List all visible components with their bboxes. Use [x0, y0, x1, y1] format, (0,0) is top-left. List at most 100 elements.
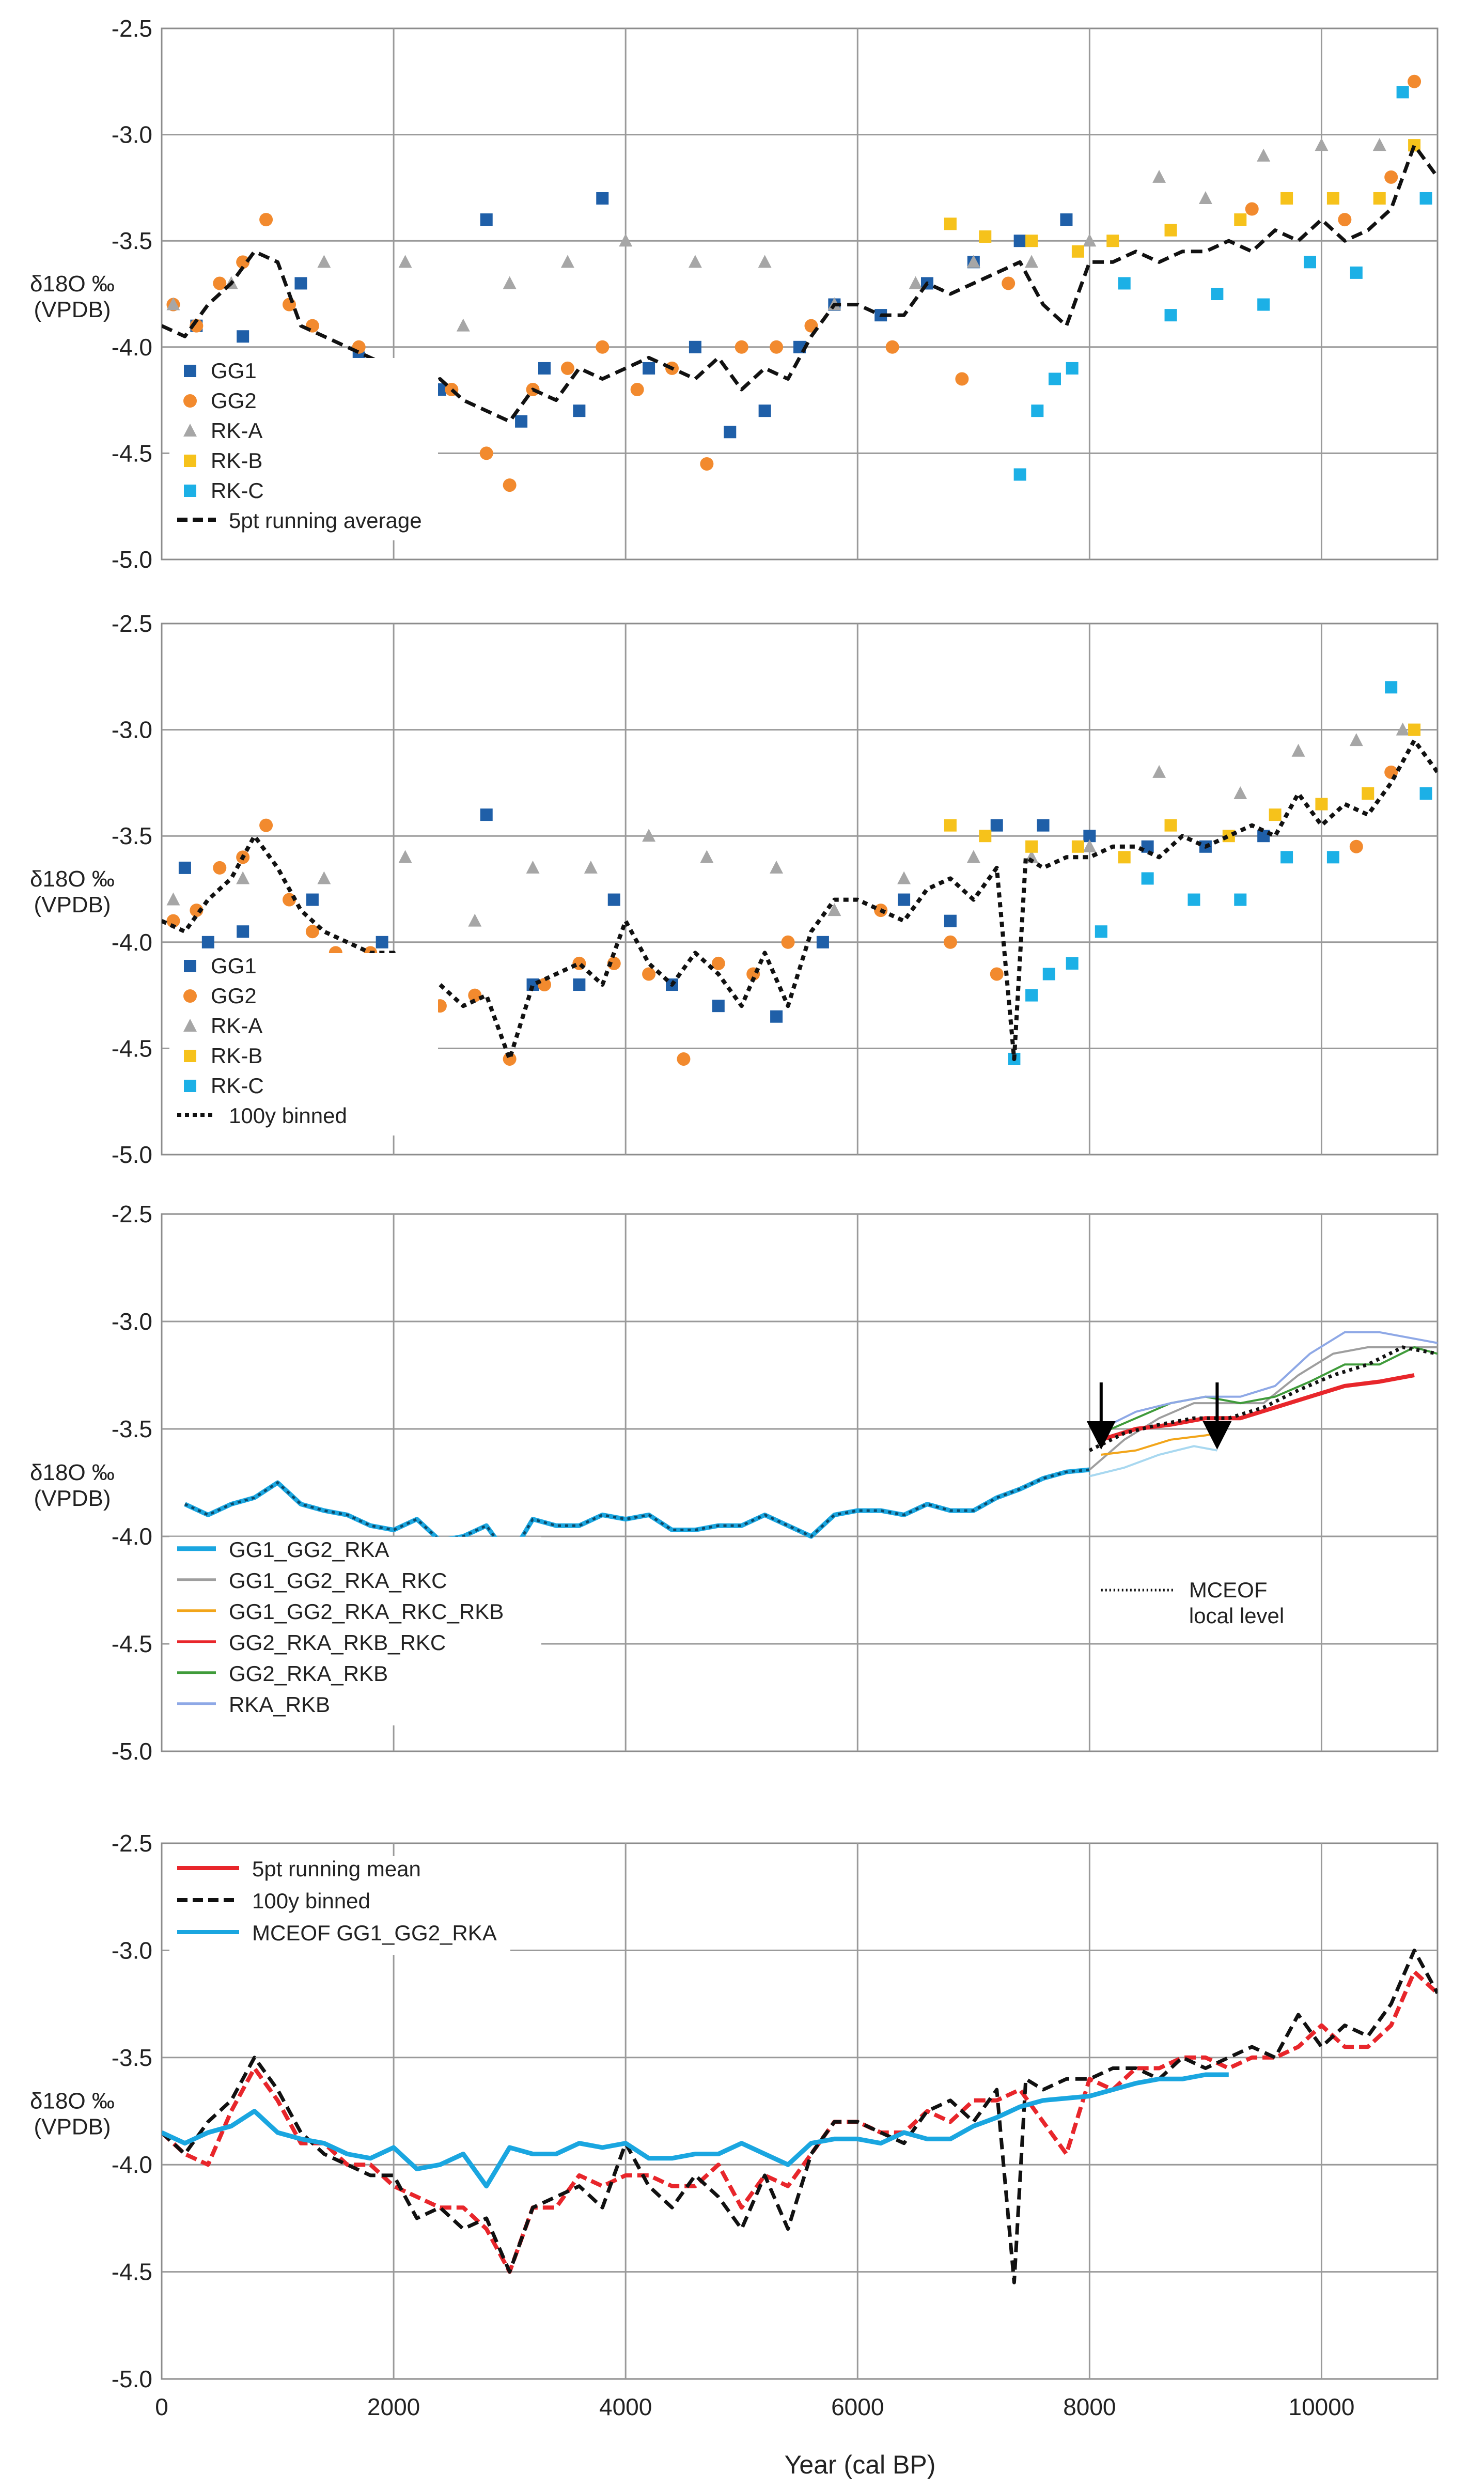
panel-2-gg1-point-16 — [990, 819, 1003, 832]
panel-4: -5.0 -4.5 -4.0 -3.5 -3.0 -2.5 0 2000 4000 6000 800… — [30, 1830, 1439, 2420]
panel-2-ytick-5: -2.5 — [112, 610, 152, 637]
panel-2-gg1-point-0 — [178, 861, 191, 874]
panel-2-legend-gg1-label: GG1 — [211, 954, 257, 978]
panel-3-plot-area — [184, 1331, 1438, 1561]
panel-2-legend-gg1-swatch-point-0 — [184, 960, 196, 972]
panel-1-legend-rk-a-swatch-point-0 — [183, 424, 197, 437]
panel-1-gg2-point-19 — [700, 457, 714, 471]
panel-2-gg2-point-16 — [642, 967, 656, 981]
panel-1-rk-c-point-11 — [1419, 192, 1432, 205]
panel-2-rk-a-point-12 — [966, 850, 980, 863]
panel-1-rk-a-point-9 — [758, 255, 772, 268]
panel-1-legend-gg1-label: GG1 — [211, 359, 257, 383]
panel-2-gg2-point-18 — [711, 956, 725, 970]
panel-2-rk-a-point-0 — [166, 892, 180, 906]
panel-2-gg2-point-24 — [1349, 839, 1363, 853]
panel-2-legend-rk-b-swatch-point-0 — [184, 1050, 196, 1062]
panel-3-ylabel-line-2: (VPDB) — [34, 1486, 111, 1511]
panel-2-rk-a-point-4 — [468, 913, 482, 927]
panel-3-gg2-rka-rkb-line — [1101, 1346, 1438, 1435]
panel-1-rk-a-point-4 — [456, 318, 470, 332]
panel-4-ytick-1: -4.5 — [112, 2259, 152, 2285]
panel-4-legend-100y-binned-label: 100y binned — [252, 1889, 370, 1913]
panel-1-rk-a-point-16 — [1198, 191, 1212, 204]
panel-2-rk-a-point-1 — [236, 871, 250, 884]
panel-2-frame — [161, 623, 1439, 1156]
panel-2-ylabel-line-1: δ18O ‰ — [30, 866, 115, 892]
panel-1-gg1-point-10 — [596, 192, 609, 205]
panel-2-gg2-point-23 — [990, 967, 1004, 981]
panel-2-gg2-point-2 — [213, 861, 227, 875]
panel-2-rk-a-point-6 — [584, 860, 598, 874]
panel-3-legend-gg1-gg2-rka-label: GG1_GG2_RKA — [229, 1537, 389, 1562]
panel-2-rk-c-point-8 — [1280, 851, 1293, 864]
panel-3-gg1-gg2-rka-overlay — [184, 1468, 1090, 1561]
panel-2-rk-a-point-7 — [642, 829, 656, 842]
panel-2-rk-a-point-15 — [1152, 765, 1166, 778]
panel-4-ylabel-line-1: δ18O ‰ — [30, 2089, 115, 2114]
panel-1-legend-gg2-label: GG2 — [211, 388, 257, 413]
panel-3-legend-gg2-rka-rkb-label: GG2_RKA_RKB — [229, 1661, 388, 1686]
panel-1-gg2-point-24 — [955, 372, 969, 386]
xtick-1: 2000 — [367, 2393, 420, 2420]
panel-2-ytick-1: -4.5 — [112, 1035, 152, 1062]
panel-3-annotation-line-2: local level — [1189, 1604, 1284, 1628]
panel-4-mceof-gg1-gg2-rka-line — [162, 2072, 1229, 2189]
panel-2-rk-a-point-13 — [1025, 850, 1039, 863]
panel-1-legend-background — [169, 358, 438, 540]
panel-3-ytick-2: -4.0 — [112, 1523, 152, 1550]
panel-1-rk-a-point-12 — [966, 255, 980, 268]
panel-2-legend-rk-a-label: RK-A — [211, 1014, 262, 1038]
panel-2-gg2-point-11 — [468, 988, 482, 1002]
panel-2-gg1-point-21 — [1257, 830, 1270, 843]
panel-1-rk-a-point-2 — [317, 255, 331, 268]
panel-1-ytick-4: -3.0 — [112, 121, 152, 148]
panel-2-gg1-point-12 — [770, 1010, 783, 1023]
panel-2-rk-a-point-18 — [1349, 733, 1363, 746]
panel-2-rk-a-point-16 — [1233, 786, 1247, 799]
panel-1-rk-c-point-8 — [1304, 256, 1316, 269]
panel-1-gg2-point-29 — [1408, 74, 1421, 88]
panel-3-ytick-3: -3.5 — [112, 1415, 152, 1442]
panel-2-rk-a-point-14 — [1083, 839, 1097, 852]
panel-3-annotation-line-1: MCEOF — [1189, 1578, 1268, 1602]
panel-2-rk-c-point-9 — [1326, 851, 1339, 864]
panel-3-mceof-local-level-line — [1088, 1345, 1438, 1452]
panel-1-gg1-point-12 — [689, 340, 701, 353]
panel-3-legend-gg2-rka-rkb-rkc-label: GG2_RKA_RKB_RKC — [229, 1630, 446, 1655]
panel-1-ytick-5: -2.5 — [112, 15, 152, 42]
panel-1-rk-a-point-0 — [166, 297, 180, 310]
panel-1-rk-c-point-4 — [1118, 277, 1131, 290]
panel-1-gg2-point-4 — [259, 213, 273, 227]
panel-1-frame — [161, 27, 1439, 561]
panel-1-legend-gg2-swatch-point-0 — [183, 394, 197, 408]
panel-1-rk-b-point-1 — [979, 230, 992, 243]
panel-2-rk-c-point-7 — [1234, 893, 1247, 906]
panel-2-gg1-point-14 — [898, 893, 911, 906]
panel-1-gg1-point-13 — [724, 426, 737, 439]
panel-2-rk-a-point-10 — [827, 903, 841, 916]
panel-4-ytick-2: -4.0 — [112, 2151, 152, 2178]
panel-3-legend-gg1-gg2-rka-rkc-label: GG1_GG2_RKA_RKC — [229, 1568, 447, 1593]
panel-1-gg1-point-14 — [758, 405, 771, 417]
panel-2-gg1-point-13 — [816, 936, 829, 948]
panel-2-ytick-0: -5.0 — [112, 1141, 152, 1168]
xtick-2: 4000 — [599, 2393, 652, 2420]
panel-1-gg2-point-26 — [1245, 202, 1259, 216]
panel-1-rk-a-point-14 — [1083, 234, 1097, 247]
xtick-4: 8000 — [1063, 2393, 1116, 2420]
panel-1-rk-c-point-2 — [1049, 372, 1061, 385]
panel-1-rk-c-point-1 — [1031, 405, 1044, 417]
panel-2-rk-c-point-6 — [1188, 893, 1200, 906]
panel-4-frame — [161, 1842, 1439, 2380]
panel-1-rk-a-point-13 — [1025, 255, 1039, 268]
panel-3-gg1-gg2-rka-rkc-rkb-line — [1101, 1432, 1217, 1456]
panel-4-ytick-3: -3.5 — [112, 2044, 152, 2071]
panel-2-gg2-point-22 — [943, 935, 957, 949]
panel-2-legend-background — [169, 953, 438, 1135]
panel-2-gg2-point-20 — [781, 935, 795, 949]
panel-1-gg1-point-6 — [480, 213, 493, 226]
panel-1-ylabel-line-1: δ18O ‰ — [30, 271, 115, 297]
